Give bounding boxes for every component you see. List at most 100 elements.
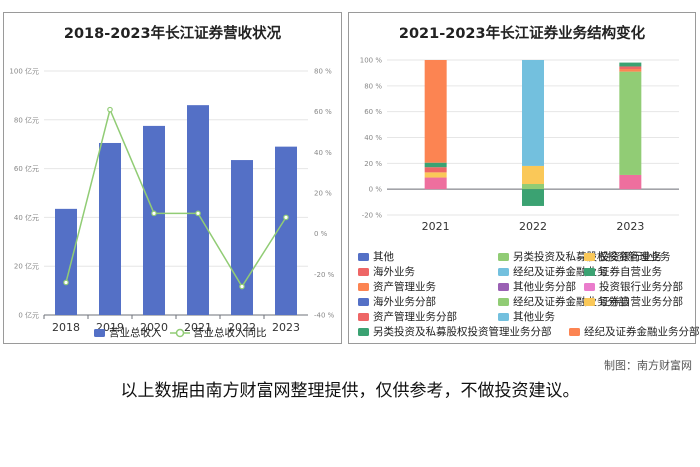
- revenue-yoy-point: [195, 210, 201, 217]
- structure-bar-segment: [522, 189, 544, 206]
- y-tick-label: 0 %: [369, 186, 383, 194]
- structure-bar-segment: [522, 184, 544, 190]
- structure-bar-segment: [424, 172, 447, 178]
- revenue-yoy-point: [151, 210, 157, 217]
- revenue-bar: [55, 208, 77, 315]
- legend-swatch: [584, 252, 595, 261]
- y-tick-label: 100 亿元: [9, 67, 39, 76]
- legend-label: 另类投资及私募股权投资管理业务分部: [373, 326, 552, 338]
- revenue-chart-title: 2018-2023年长江证券营收状况: [63, 26, 282, 42]
- revenue-bar: [143, 125, 165, 316]
- legend-label: 其他业务: [513, 311, 555, 323]
- revenue-yoy-point: [283, 214, 289, 221]
- revenue-yoy-point: [239, 283, 245, 290]
- legend-item[interactable]: 经纪及证券金融业务分部: [569, 324, 700, 339]
- legend-swatch: [584, 297, 595, 306]
- structure-bar-segment: [619, 62, 642, 67]
- legend-revenue[interactable]: 营业总收入: [94, 325, 162, 340]
- revenue-bar: [187, 105, 209, 315]
- legend-item[interactable]: 投资银行业务分部: [584, 279, 683, 294]
- legend-label: 资产管理业务分部: [373, 311, 457, 323]
- structure-bar-segment: [619, 174, 642, 190]
- y-tick-label: 60 %: [364, 108, 382, 116]
- x-tick-label: 2023: [272, 321, 300, 334]
- legend-item[interactable]: 另类投资及私募股权投资管理业务分部: [358, 324, 552, 339]
- y2-tick-label: 60 %: [314, 108, 332, 116]
- x-tick-label: 2020: [140, 321, 168, 334]
- legend-label: 资产管理业务: [373, 281, 436, 293]
- structure-bar-segment: [424, 60, 447, 163]
- legend-revenue-label: 营业总收入: [109, 327, 162, 339]
- legend-item[interactable]: 经纪及证券金融业务: [498, 264, 608, 279]
- legend-item[interactable]: 资产管理业务分部: [358, 309, 457, 324]
- y-tick-label: 0 亿元: [18, 311, 39, 320]
- legend-label: 经纪及证券金融业务: [513, 266, 608, 278]
- legend-item[interactable]: 其他业务: [498, 309, 555, 324]
- legend-revenue-yoy[interactable]: 营业总收入同比: [170, 325, 267, 340]
- legend-item[interactable]: 其他: [358, 249, 394, 264]
- legend-label: 投资银行业务: [599, 251, 662, 263]
- legend-label: 海外业务: [373, 266, 415, 278]
- legend-item[interactable]: 证券自营业务: [584, 264, 662, 279]
- structure-bar-segment: [619, 66, 642, 70]
- legend-revenue-swatch: [94, 328, 105, 337]
- y2-tick-label: 20 %: [314, 190, 332, 198]
- y-tick-label: 20 亿元: [14, 262, 39, 271]
- legend-item[interactable]: 投资银行业务: [584, 249, 662, 264]
- y-tick-label: 60 亿元: [14, 164, 39, 173]
- legend-label: 经纪及证券金融业务分部: [584, 326, 700, 338]
- x-tick-label: 2021: [422, 220, 450, 233]
- legend-swatch: [498, 282, 509, 291]
- legend-label: 海外业务分部: [373, 296, 436, 308]
- y-tick-label: 40 %: [364, 134, 382, 142]
- business-structure-title: 2021-2023年长江证券业务结构变化: [398, 26, 646, 42]
- structure-bar-segment: [424, 162, 447, 168]
- legend-swatch: [584, 267, 595, 276]
- y-tick-label: 80 亿元: [14, 115, 39, 124]
- legend-label: 其他: [373, 251, 394, 263]
- y-tick-label: 20 %: [364, 160, 382, 168]
- legend-swatch: [358, 327, 369, 336]
- legend-swatch: [498, 267, 509, 276]
- revenue-chart-panel: 2018-2023年长江证券营收状况 0 亿元 20 亿元 40 亿元 60 亿元 80…: [3, 12, 342, 344]
- revenue-yoy-point: [107, 106, 113, 113]
- revenue-bar: [231, 160, 253, 315]
- legend-revenue-yoy-label: 营业总收入同比: [193, 327, 267, 339]
- revenue-chart: 0 亿元 20 亿元 40 亿元 60 亿元 80 亿元 100 亿元 -40 % -20 %…: [9, 67, 335, 335]
- legend-swatch: [358, 297, 369, 306]
- x-tick-label: 2023: [616, 220, 644, 233]
- legend-swatch: [498, 297, 509, 306]
- business-structure-panel: 2021-2023年长江证券业务结构变化 -20 % 0 % 20 % 40 % 60 …: [348, 12, 700, 344]
- y-tick-label: 80 %: [364, 82, 382, 90]
- legend-item[interactable]: 资产管理业务: [358, 279, 436, 294]
- y2-tick-label: -40 %: [314, 312, 335, 320]
- legend-item[interactable]: 证券自营业务分部: [584, 294, 683, 309]
- y2-tick-label: 80 %: [314, 68, 332, 76]
- legend-swatch: [498, 252, 509, 261]
- y2-tick-label: 40 %: [314, 149, 332, 157]
- legend-swatch: [498, 312, 509, 321]
- structure-bar-segment: [619, 69, 642, 72]
- legend-item[interactable]: 其他业务分部: [498, 279, 576, 294]
- structure-bar-segment: [619, 71, 642, 175]
- legend-item[interactable]: 经纪及证券金融业务分部: [498, 294, 629, 309]
- revenue-yoy-line: [65, 107, 287, 288]
- legend-label: 证券自营业务: [599, 266, 662, 278]
- y-tick-label: 40 亿元: [14, 213, 39, 222]
- structure-bar-segment: [424, 177, 447, 190]
- legend-label: 其他业务分部: [513, 281, 576, 293]
- legend-label: 投资银行业务分部: [599, 281, 683, 293]
- legend-swatch: [584, 282, 595, 291]
- legend-item[interactable]: 海外业务: [358, 264, 415, 279]
- legend-label: 证券自营业务分部: [599, 296, 683, 308]
- legend-revenue-yoy-symbol: [170, 328, 190, 337]
- revenue-yoy-point: [63, 279, 69, 286]
- y-tick-label: 100 %: [360, 57, 383, 65]
- revenue-bar: [99, 142, 121, 315]
- legend-item[interactable]: 海外业务分部: [358, 294, 436, 309]
- legend-swatch: [358, 312, 369, 321]
- legend-swatch: [569, 327, 580, 336]
- structure-bar-segment: [424, 167, 447, 173]
- structure-bar-segment: [522, 165, 544, 184]
- x-tick-label: 2018: [52, 321, 80, 334]
